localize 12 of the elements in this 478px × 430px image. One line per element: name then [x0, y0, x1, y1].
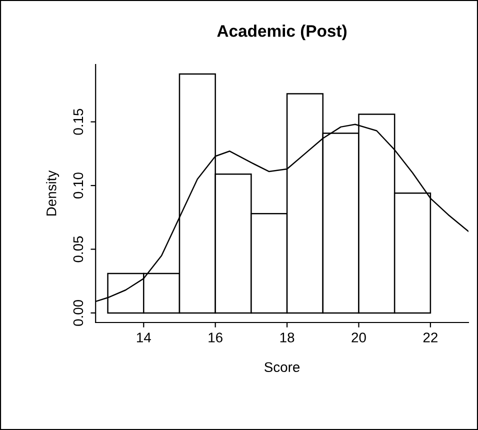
- y-tick-label: 0.05: [73, 236, 84, 262]
- chart-title: Academic (Post): [217, 24, 346, 40]
- x-tick-label: 18: [280, 332, 294, 342]
- y-tick-label: 0.10: [73, 172, 84, 199]
- x-axis-title: Score: [264, 362, 300, 372]
- x-tick-label: 20: [352, 332, 366, 342]
- x-tick-label: 14: [136, 332, 151, 342]
- y-tick-label: 0.00: [73, 300, 84, 326]
- y-tick-label: 0.15: [73, 108, 84, 135]
- y-axis-title: Density: [46, 170, 60, 216]
- x-tick-label: 22: [423, 332, 438, 342]
- x-tick-label: 16: [208, 332, 222, 342]
